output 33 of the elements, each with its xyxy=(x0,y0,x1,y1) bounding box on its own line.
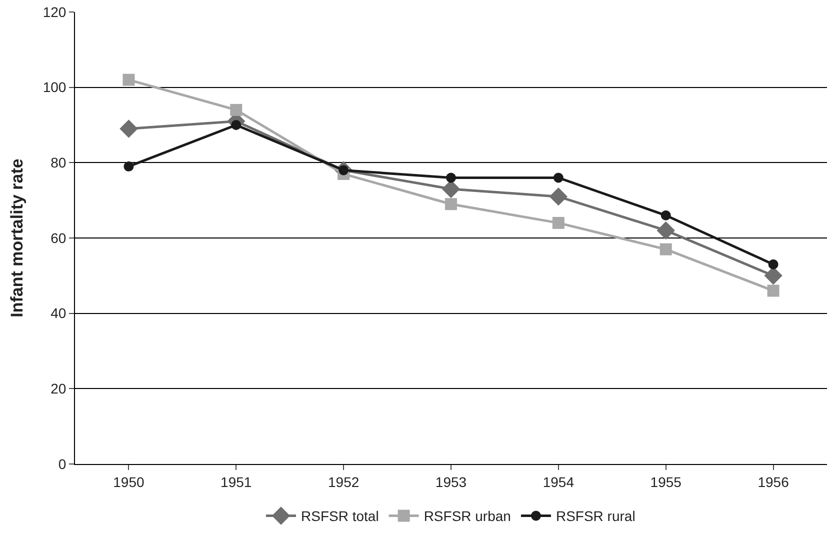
point xyxy=(120,120,138,138)
point xyxy=(552,216,564,229)
point xyxy=(553,172,564,183)
y-tick-label: 100 xyxy=(42,79,66,96)
point xyxy=(446,172,456,183)
legend-label: RSFSR urban xyxy=(424,508,511,524)
x-tick-label: 1953 xyxy=(435,474,467,490)
y-tick-label: 20 xyxy=(50,380,66,397)
point xyxy=(656,221,675,240)
y-tick-label: 40 xyxy=(50,305,66,322)
point xyxy=(549,187,568,206)
y-tick-label: 60 xyxy=(50,230,66,246)
y-tick-label: 120 xyxy=(42,4,66,20)
x-tick-label: 1951 xyxy=(220,474,252,490)
point xyxy=(764,266,782,285)
x-tick-label: 1954 xyxy=(542,474,574,490)
legend-label: RSFSR total xyxy=(301,508,379,524)
y-axis-title: Infant mortality rate xyxy=(7,158,26,318)
y-tick-label: 0 xyxy=(58,456,66,472)
point xyxy=(660,210,671,220)
y-tick-label: 80 xyxy=(50,154,66,171)
x-tick-label: 1955 xyxy=(650,474,682,490)
point xyxy=(660,243,672,256)
point xyxy=(768,259,778,270)
point xyxy=(122,74,135,86)
point xyxy=(124,161,134,172)
x-tick-label: 1950 xyxy=(113,474,144,490)
point xyxy=(230,104,242,116)
x-tick-label: 1952 xyxy=(328,474,360,490)
legend-label: RSFSR rural xyxy=(556,508,636,524)
point xyxy=(767,284,780,297)
point xyxy=(445,198,457,210)
x-tick-label: 1956 xyxy=(758,474,790,490)
